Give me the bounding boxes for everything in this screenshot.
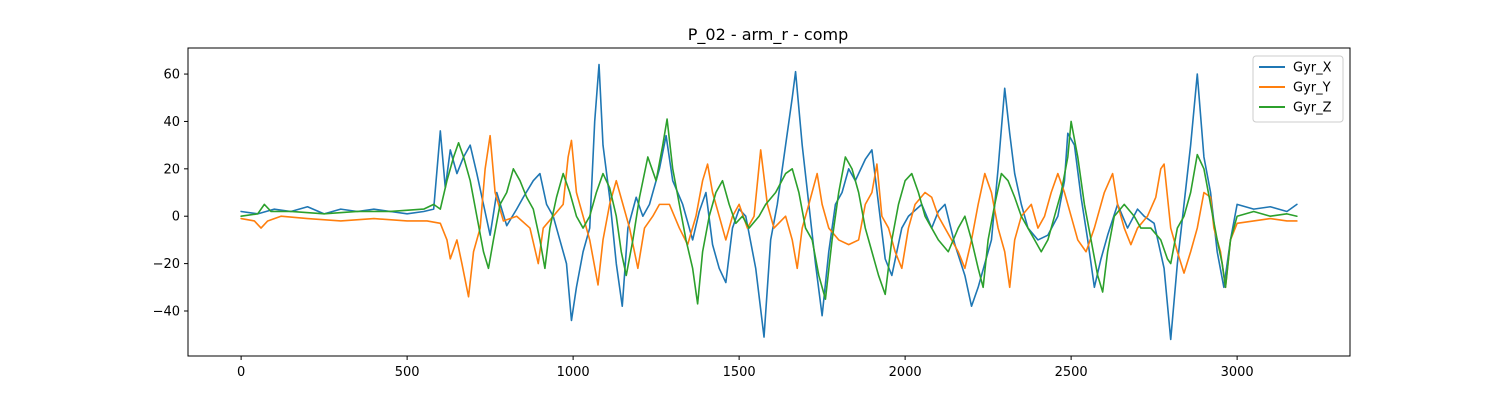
x-tick-label: 1000 bbox=[557, 365, 590, 380]
x-tick-label: 0 bbox=[237, 365, 245, 380]
x-tick-label: 500 bbox=[395, 365, 420, 380]
x-tick-label: 2000 bbox=[889, 365, 922, 380]
legend-label: Gyr_X bbox=[1293, 61, 1332, 76]
legend-box bbox=[1252, 55, 1344, 123]
y-tick-label: −20 bbox=[153, 257, 180, 272]
y-tick-label: 60 bbox=[163, 68, 180, 83]
series-line-gyr-x bbox=[240, 63, 1298, 341]
chart-title: P_02 - arm_r - comp bbox=[688, 25, 849, 45]
x-tick-label: 3000 bbox=[1221, 365, 1254, 380]
y-tick-label: −40 bbox=[153, 304, 180, 319]
legend-label: Gyr_Y bbox=[1293, 81, 1331, 96]
series-layer bbox=[240, 63, 1298, 341]
x-tick-label: 2500 bbox=[1055, 365, 1088, 380]
y-tick-label: 40 bbox=[163, 115, 180, 130]
legend: Gyr_X Gyr_Y Gyr_Z bbox=[1252, 55, 1344, 123]
y-axis-ticks: −40 −20 0 20 40 60 bbox=[153, 68, 188, 319]
legend-label: Gyr_Z bbox=[1293, 101, 1332, 116]
series-line-gyr-y bbox=[240, 134, 1298, 298]
y-tick-label: 20 bbox=[163, 162, 180, 177]
x-tick-label: 1500 bbox=[723, 365, 756, 380]
y-tick-label: 0 bbox=[172, 210, 180, 225]
plot-frame bbox=[187, 47, 1351, 357]
series-line-gyr-z bbox=[240, 118, 1298, 305]
x-axis-ticks: 0 500 1000 1500 2000 2500 3000 bbox=[237, 356, 1254, 380]
